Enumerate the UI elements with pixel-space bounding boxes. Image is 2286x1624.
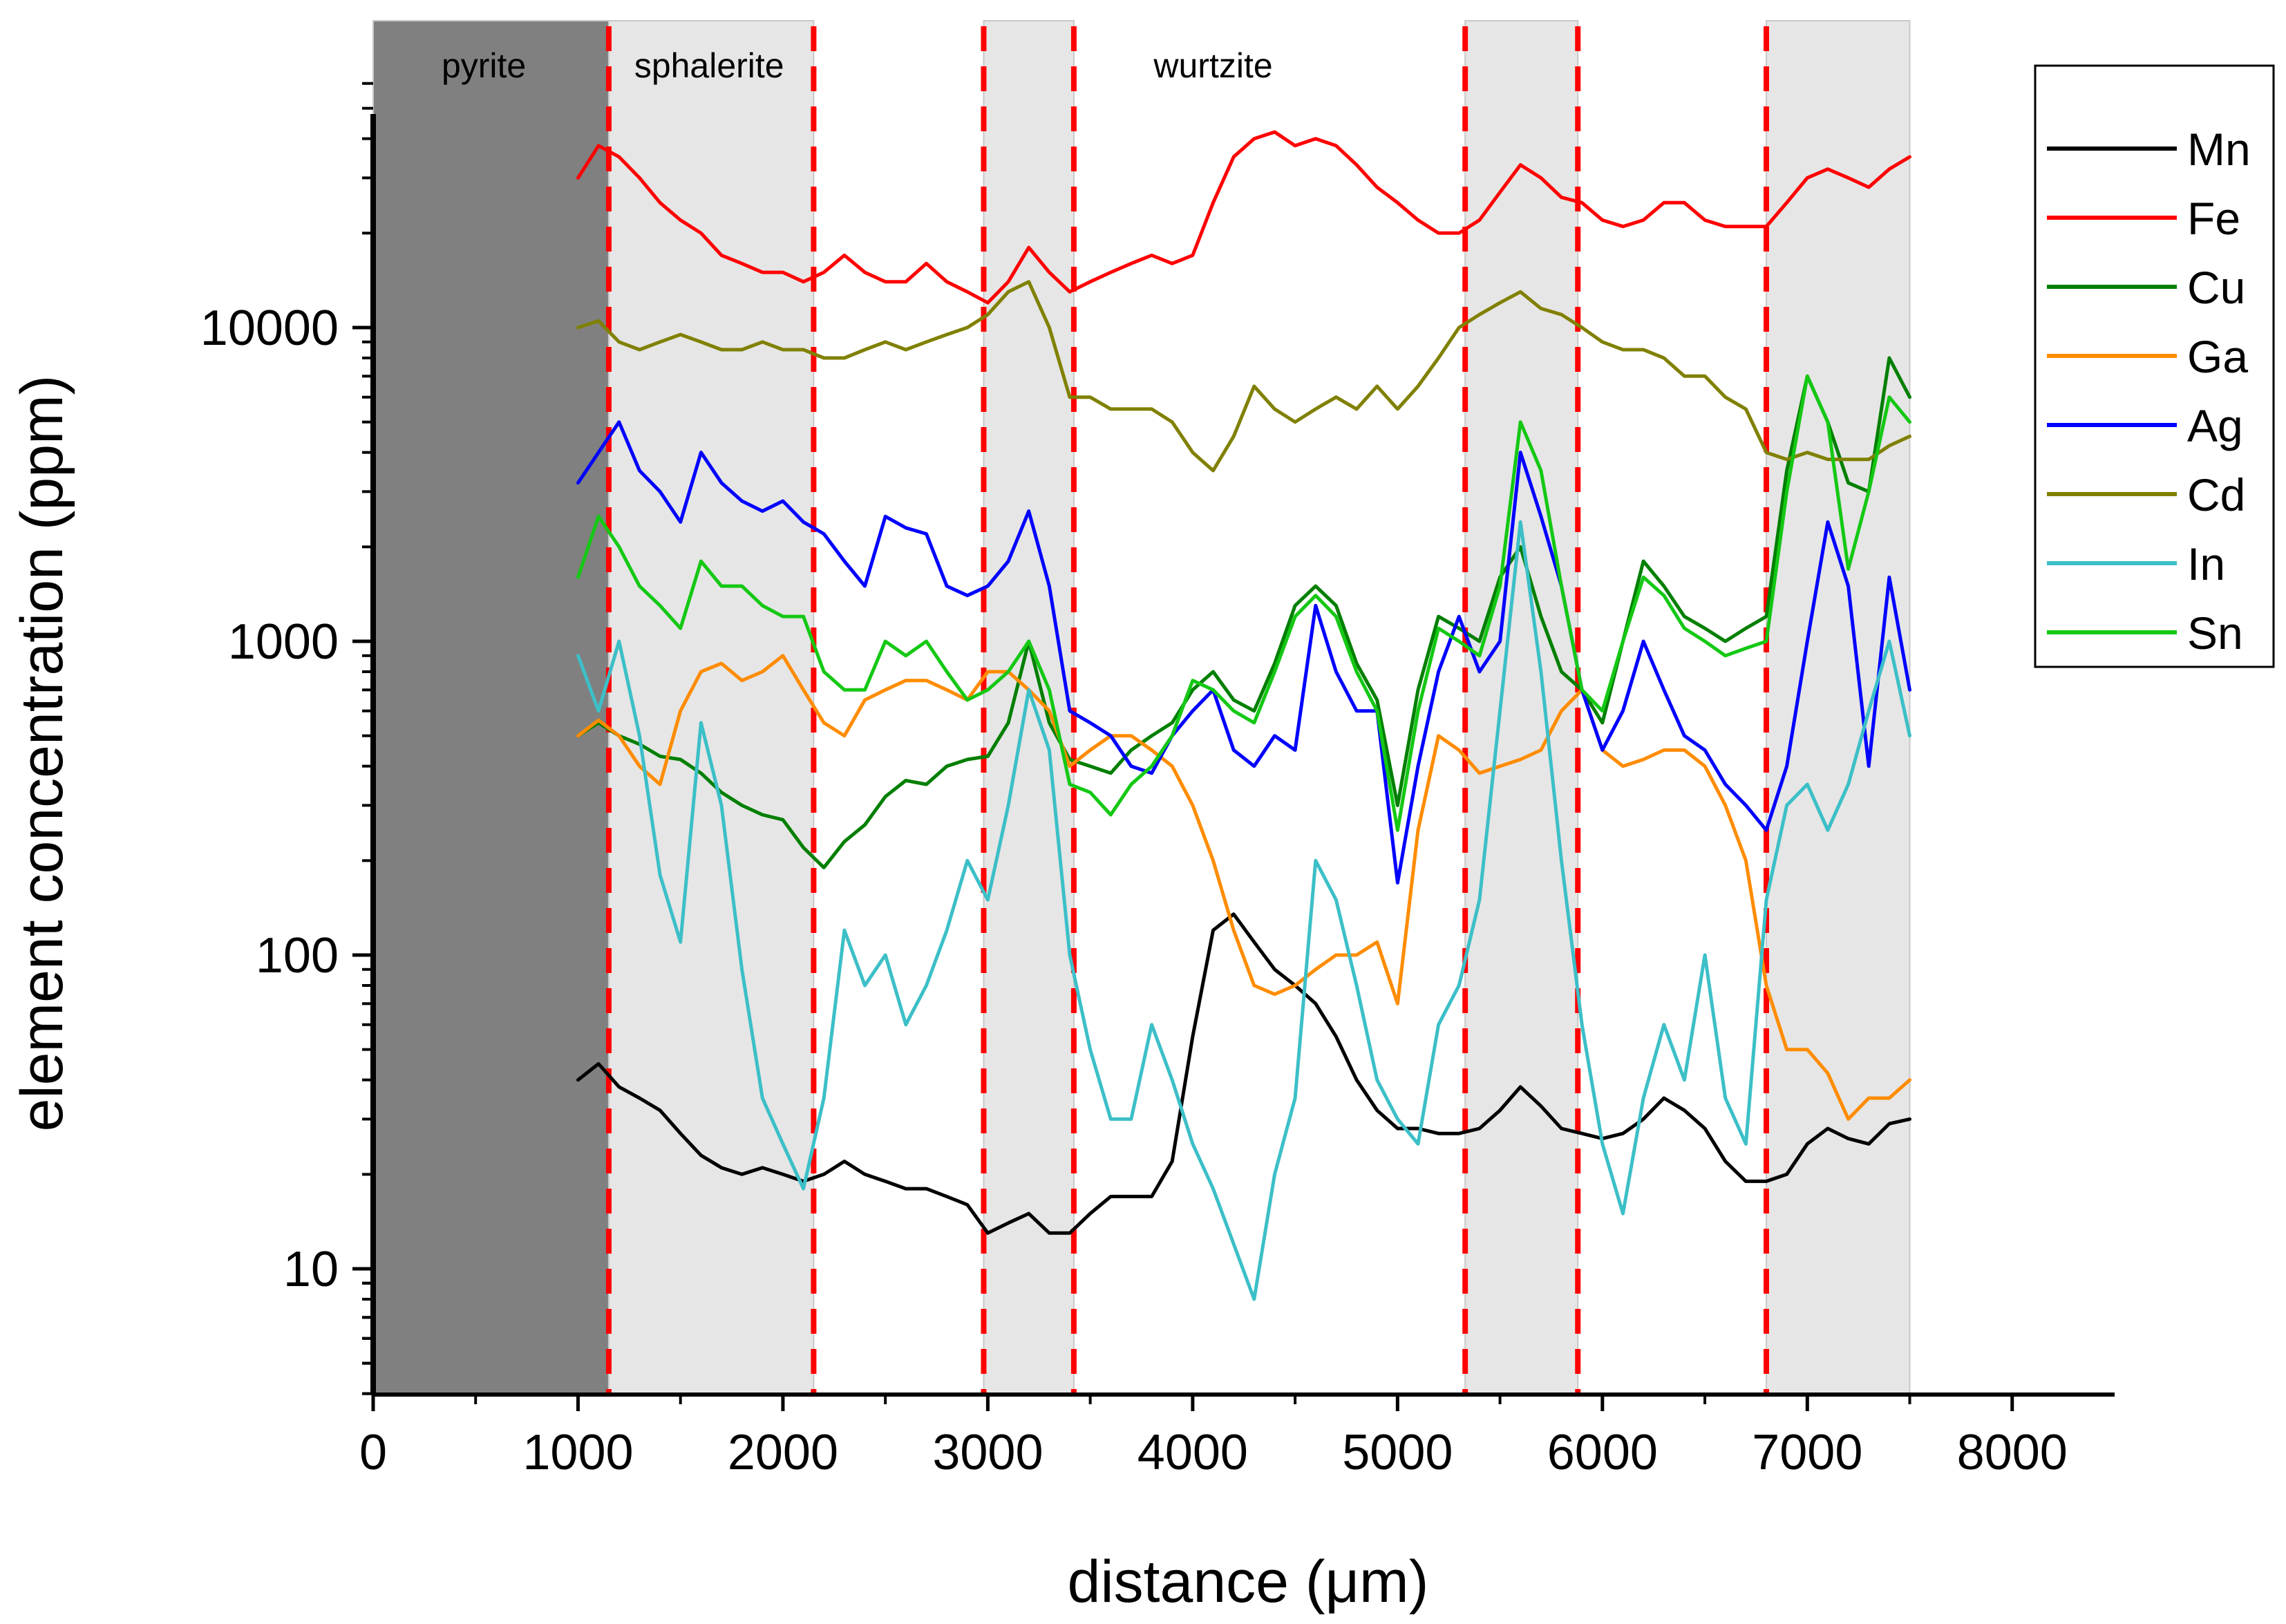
x-tick-label-0: 0 [359, 1425, 387, 1480]
zone-label-sphalerite: sphalerite [634, 46, 784, 85]
y-tick-label-1000: 1000 [228, 614, 339, 670]
zone-labels: pyrite sphalerite wurtzite [442, 46, 1273, 85]
series-line-ag [576, 420, 1911, 885]
y-axis-title: element concentration (ppm) [9, 375, 75, 1132]
series-line-in [576, 520, 1911, 1301]
x-tick-label-1000: 1000 [522, 1425, 633, 1480]
series-lines [576, 130, 1911, 1301]
series-line-ga [576, 654, 1911, 1121]
x-tick-label-5000: 5000 [1342, 1425, 1453, 1480]
series-line-fe [576, 130, 1911, 305]
legend-label-sn: Sn [2187, 607, 2243, 659]
axis-ticks: 0 1000 2000 3000 4000 5000 6000 7000 8000 10 100 10… [200, 82, 2068, 1480]
y-tick-label-10000: 10000 [200, 301, 339, 356]
series-line-sn [576, 374, 1911, 832]
legend-label-in: In [2187, 538, 2225, 589]
x-axis-title: distance (μm) [1068, 1549, 1429, 1615]
series-line-cu [576, 356, 1911, 869]
zone-boundaries [605, 26, 1769, 1395]
legend: Mn Fe Cu Ga Ag Cd In Sn [2034, 64, 2275, 668]
y-tick-label-10: 10 [283, 1242, 339, 1297]
legend-label-ag: Ag [2187, 400, 2243, 451]
legend-box [2034, 64, 2275, 668]
legend-label-cu: Cu [2187, 262, 2245, 313]
zone-band-4 [1766, 20, 1911, 1395]
legend-label-cd: Cd [2187, 469, 2245, 520]
x-tick-label-4000: 4000 [1137, 1425, 1248, 1480]
mineral-zones [372, 20, 1911, 1395]
x-tick-label-6000: 6000 [1547, 1425, 1658, 1480]
zone-label-pyrite: pyrite [442, 46, 526, 85]
y-tick-label-100: 100 [256, 928, 339, 983]
zone-band-1 [607, 20, 815, 1395]
x-tick-label-2000: 2000 [728, 1425, 838, 1480]
x-tick-label-7000: 7000 [1752, 1425, 1862, 1480]
zone-band-3 [1464, 20, 1579, 1395]
legend-label-ga: Ga [2187, 331, 2248, 382]
x-tick-label-8000: 8000 [1957, 1425, 2068, 1480]
legend-label-mn: Mn [2187, 124, 2251, 175]
zone-label-wurtzite: wurtzite [1153, 46, 1272, 85]
zone-band-2 [983, 20, 1075, 1395]
series-line-cd [576, 280, 1911, 473]
legend-label-fe: Fe [2187, 193, 2240, 244]
x-tick-label-3000: 3000 [932, 1425, 1043, 1480]
zone-band-0 [372, 20, 610, 1395]
